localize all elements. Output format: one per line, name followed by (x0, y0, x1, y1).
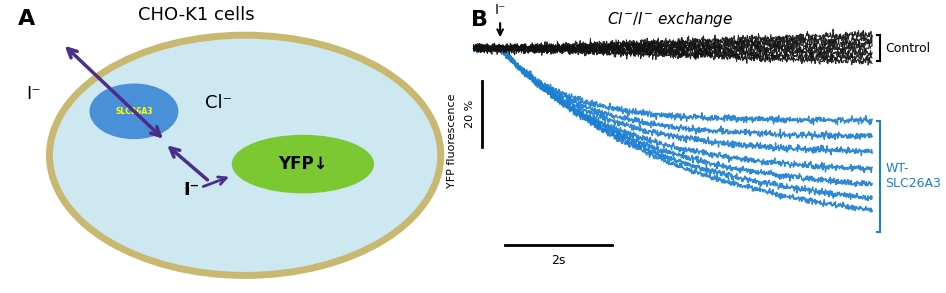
Text: A: A (18, 9, 36, 29)
Text: SLC26A3: SLC26A3 (115, 107, 152, 116)
Text: CHO-K1 cells: CHO-K1 cells (138, 6, 254, 24)
Text: $\mathit{Cl^{-}/I^{-}}$ $\mathit{exchange}$: $\mathit{Cl^{-}/I^{-}}$ $\mathit{exchang… (607, 11, 733, 29)
Text: Control: Control (885, 42, 931, 55)
Text: 20 %: 20 % (465, 100, 475, 128)
Text: YFP fluorescence: YFP fluorescence (447, 93, 457, 188)
Ellipse shape (90, 84, 179, 139)
Text: YFP↓: YFP↓ (278, 155, 327, 173)
Text: I⁻: I⁻ (26, 85, 42, 103)
Text: B: B (471, 11, 488, 30)
Ellipse shape (232, 135, 374, 193)
Text: 2s: 2s (552, 254, 566, 267)
Text: I⁻: I⁻ (184, 181, 200, 200)
Text: Cl⁻: Cl⁻ (205, 93, 232, 112)
Ellipse shape (49, 35, 441, 275)
Text: I⁻: I⁻ (495, 3, 506, 17)
Text: WT-
SLC26A3: WT- SLC26A3 (885, 162, 941, 190)
